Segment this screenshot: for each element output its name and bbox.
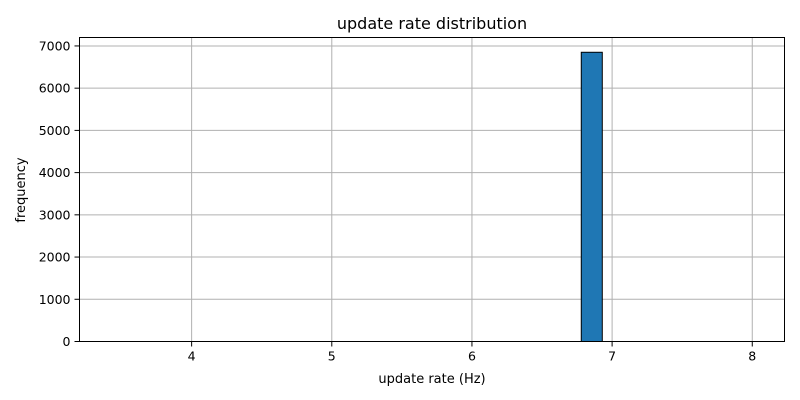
chart-title: update rate distribution [337, 14, 527, 33]
y-axis-label: frequency [14, 157, 29, 223]
y-tick-label: 4000 [39, 165, 71, 180]
ticks-layer: 4 5 6 7 8 0 1000 2000 3000 4000 5000 6000 7000 [39, 38, 757, 363]
y-tick-label: 3000 [39, 207, 71, 222]
histogram-bar [580, 51, 603, 343]
x-tick-label: 5 [328, 349, 336, 364]
y-tick-label: 2000 [39, 250, 71, 265]
y-tick-label: 7000 [39, 38, 71, 53]
y-tick-label: 5000 [39, 123, 71, 138]
y-tick-label: 6000 [39, 81, 71, 96]
y-tick-label: 1000 [39, 292, 71, 307]
x-tick-label: 8 [748, 349, 756, 364]
x-tick-label: 7 [608, 349, 616, 364]
x-axis-label: update rate (Hz) [378, 372, 485, 387]
plot-frame [79, 37, 785, 342]
x-tick-label: 6 [468, 349, 476, 364]
x-tick-label: 4 [188, 349, 196, 364]
bars-layer [580, 51, 603, 343]
grid-layer [79, 37, 785, 342]
y-tick-label: 0 [63, 334, 71, 349]
